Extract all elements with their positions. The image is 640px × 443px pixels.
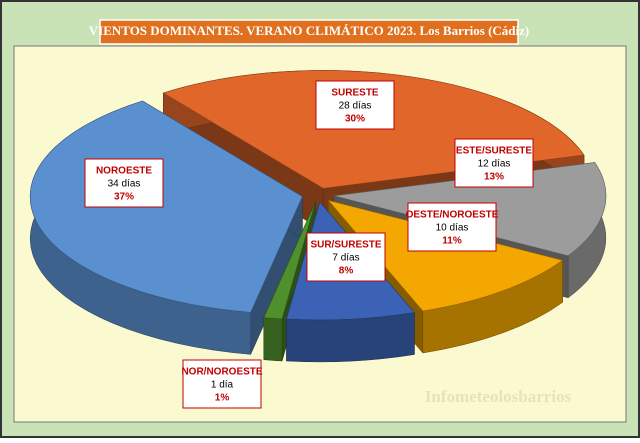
value-label: 1 día [211,380,234,391]
percentage-label: 11% [442,236,462,247]
label-box [182,359,262,409]
value-label: 28 días [339,101,372,112]
value-label: 7 días [332,253,359,264]
slice-label: OESTE/NOROESTE [406,210,499,221]
value-label: 10 días [436,223,469,234]
label-box [315,80,395,130]
slice-label: NOROESTE [96,166,152,177]
chart-title: VIENTOS DOMINANTES. VERANO CLIMÁTICO 202… [89,23,529,38]
slice-rim [263,317,283,362]
percentage-label: 8% [339,266,354,277]
label-box [306,232,386,282]
value-label: 12 días [478,159,511,170]
label-box [407,202,497,252]
labels: SURESTE 28 días 30% ESTE/SURESTE 12 días 13% O… [84,80,534,409]
slice-label: NOR/NOROESTE [181,367,262,378]
percentage-label: 13% [484,172,504,183]
percentage-label: 30% [345,114,365,125]
slice-label: SURESTE [331,88,379,99]
title-box [99,19,519,45]
slice-label: ESTE/SURESTE [456,146,532,157]
slice [327,199,564,312]
label-box [454,138,534,188]
label-box [84,158,164,208]
value-label: 34 días [108,179,141,190]
slice [29,100,303,313]
percentage-label: 1% [215,393,230,404]
slice [263,201,316,320]
slice-label: SUR/SURESTE [310,240,381,251]
watermark: Infometeolosbarrios [425,387,572,406]
percentage-label: 37% [114,192,134,203]
